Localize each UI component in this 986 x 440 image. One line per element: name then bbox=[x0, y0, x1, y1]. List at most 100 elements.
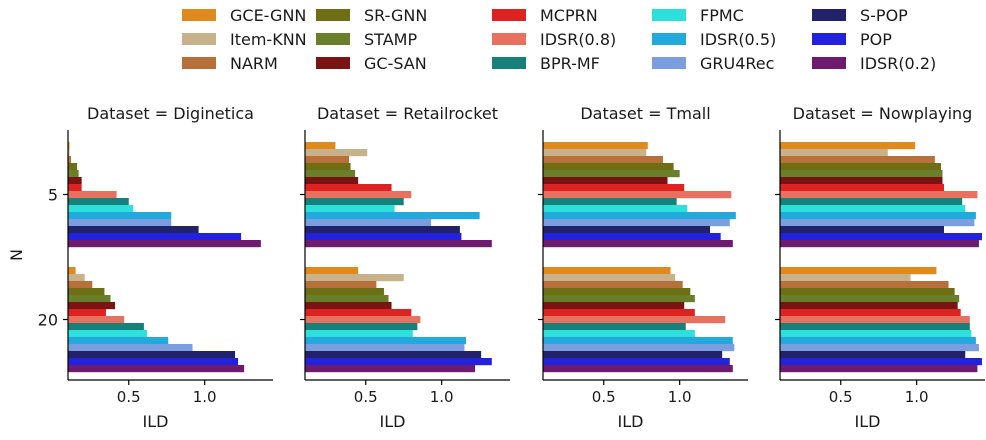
legend-swatch bbox=[492, 9, 526, 21]
bar bbox=[68, 149, 70, 157]
bar bbox=[543, 323, 686, 331]
x-tick-label: 1.0 bbox=[668, 388, 692, 406]
bar bbox=[780, 344, 979, 352]
legend-item: SR-GNN bbox=[316, 6, 427, 25]
panel: Dataset = Diginetica 5 20 0.5 1.0 ILD bbox=[38, 104, 273, 431]
bar bbox=[68, 240, 261, 248]
bar bbox=[68, 295, 111, 303]
bar bbox=[780, 288, 955, 296]
panel-title: Dataset = Retailrocket bbox=[317, 104, 498, 123]
legend-swatch bbox=[492, 57, 526, 69]
bar bbox=[780, 163, 941, 171]
bar bbox=[305, 177, 359, 185]
bar bbox=[543, 309, 695, 317]
bar bbox=[305, 323, 418, 331]
bar bbox=[780, 316, 970, 324]
legend-item: IDSR(0.2) bbox=[812, 54, 936, 73]
bar bbox=[543, 233, 721, 241]
legend-item: GCE-GNN bbox=[182, 6, 306, 25]
bar bbox=[780, 191, 978, 199]
bar bbox=[68, 142, 70, 150]
bar bbox=[305, 226, 460, 234]
bar bbox=[305, 156, 350, 164]
bar bbox=[543, 295, 695, 303]
bar bbox=[305, 330, 413, 338]
bar bbox=[780, 198, 963, 206]
bar bbox=[780, 302, 958, 310]
bar bbox=[780, 351, 966, 359]
bar bbox=[543, 302, 685, 310]
legend: GCE-GNN Item-KNN NARM SR-GNN STAMP GC-SAN MCPR… bbox=[182, 6, 936, 73]
bar bbox=[780, 281, 949, 289]
legend-label: S-POP bbox=[860, 6, 908, 25]
bar bbox=[780, 205, 966, 213]
bar bbox=[68, 302, 116, 310]
bar bbox=[68, 330, 147, 338]
bar bbox=[780, 323, 970, 331]
panel-title: Dataset = Nowplaying bbox=[793, 104, 973, 123]
bar bbox=[543, 240, 733, 248]
legend-item: GRU4Rec bbox=[652, 54, 774, 73]
bar bbox=[780, 358, 982, 366]
x-axis-label: ILD bbox=[380, 412, 406, 431]
y-tick-label: 20 bbox=[38, 311, 58, 330]
bar bbox=[68, 344, 193, 352]
bar bbox=[543, 288, 691, 296]
bar bbox=[68, 337, 169, 345]
legend-swatch bbox=[652, 33, 686, 45]
bar bbox=[68, 365, 245, 373]
legend-label: IDSR(0.5) bbox=[700, 30, 776, 49]
legend-label: FPMC bbox=[700, 6, 744, 25]
bar bbox=[543, 219, 730, 227]
bar bbox=[68, 288, 105, 296]
bar bbox=[68, 163, 78, 171]
panel: Dataset = Nowplaying 0.5 1.0 ILD bbox=[775, 104, 985, 431]
x-tick-label: 0.5 bbox=[117, 388, 141, 406]
bar bbox=[305, 149, 368, 157]
bar bbox=[68, 156, 72, 164]
bar bbox=[68, 191, 117, 199]
bar bbox=[780, 233, 982, 241]
legend-swatch bbox=[812, 57, 846, 69]
legend-label: IDSR(0.8) bbox=[540, 30, 616, 49]
bar bbox=[68, 170, 79, 178]
bar bbox=[780, 149, 888, 157]
legend-label: MCPRN bbox=[540, 6, 598, 25]
bar bbox=[780, 295, 960, 303]
bar bbox=[543, 351, 723, 359]
bar bbox=[543, 358, 730, 366]
bar bbox=[68, 177, 82, 185]
y-axis-label: N bbox=[7, 249, 26, 261]
bar bbox=[543, 316, 726, 324]
legend-item: GC-SAN bbox=[316, 54, 427, 73]
bar bbox=[305, 163, 351, 171]
bar bbox=[780, 365, 978, 373]
bar bbox=[305, 205, 395, 213]
bar bbox=[543, 184, 685, 192]
legend-item: Item-KNN bbox=[182, 30, 307, 49]
bar bbox=[780, 337, 976, 345]
y-tick-label: 5 bbox=[48, 186, 58, 205]
bar bbox=[68, 274, 85, 282]
bar bbox=[543, 281, 683, 289]
bar bbox=[543, 198, 677, 206]
x-axis-label: ILD bbox=[618, 412, 644, 431]
legend-item: MCPRN bbox=[492, 6, 598, 25]
bar bbox=[68, 226, 199, 234]
bar bbox=[543, 177, 668, 185]
x-tick-label: 0.5 bbox=[354, 388, 378, 406]
bar bbox=[780, 219, 975, 227]
bar bbox=[543, 267, 671, 275]
bar bbox=[305, 351, 482, 359]
x-tick-label: 1.0 bbox=[193, 388, 217, 406]
bar bbox=[68, 323, 144, 331]
bar bbox=[543, 156, 663, 164]
bar bbox=[543, 330, 695, 338]
bar bbox=[543, 226, 711, 234]
bar bbox=[305, 267, 359, 275]
bar bbox=[780, 177, 943, 185]
legend-label: GC-SAN bbox=[364, 54, 427, 73]
legend-label: IDSR(0.2) bbox=[860, 54, 936, 73]
bar bbox=[543, 205, 688, 213]
legend-item: NARM bbox=[182, 54, 278, 73]
